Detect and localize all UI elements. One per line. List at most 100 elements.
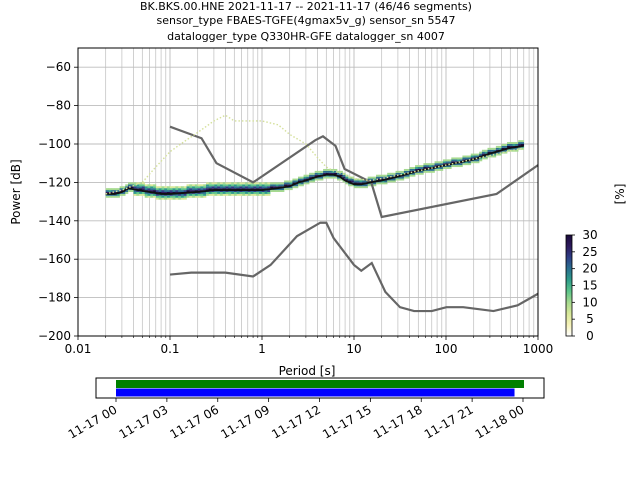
density-cell	[339, 170, 343, 173]
density-cell	[297, 178, 302, 181]
density-cell	[501, 151, 505, 154]
density-cell	[487, 149, 491, 152]
density-cell	[362, 186, 366, 189]
density-cell	[231, 188, 235, 191]
density-cell	[359, 182, 363, 185]
density-cell	[384, 174, 388, 177]
density-cell	[286, 188, 290, 191]
density-cell	[155, 190, 159, 192]
density-cell	[164, 186, 168, 189]
density-cell	[247, 184, 251, 187]
density-cell	[431, 163, 435, 166]
density-cell	[153, 184, 157, 187]
density-cell	[239, 188, 243, 191]
density-cell	[139, 192, 143, 194]
density-cell	[167, 195, 171, 198]
density-cell	[384, 182, 388, 185]
density-cell	[139, 186, 143, 189]
density-cell	[200, 195, 204, 198]
density-cell	[459, 165, 463, 168]
density-cell	[350, 184, 355, 187]
density-cell	[356, 186, 360, 189]
density-cell	[192, 193, 196, 196]
density-cell	[364, 180, 368, 183]
density-cell	[222, 184, 226, 187]
timeline-tick-label: 11-17 00	[66, 402, 120, 441]
density-cell	[362, 184, 366, 187]
density-cell	[158, 197, 162, 200]
density-cell	[479, 153, 483, 156]
density-cell	[518, 147, 522, 150]
density-cell	[306, 180, 310, 183]
density-cell	[175, 195, 179, 198]
density-cell	[153, 193, 157, 196]
density-cell	[258, 186, 263, 189]
density-cell	[395, 170, 399, 173]
density-cell	[258, 190, 263, 192]
density-cell	[320, 172, 324, 175]
density-cell	[498, 153, 502, 156]
density-cell	[473, 159, 477, 162]
density-cell	[233, 186, 237, 189]
density-cell	[172, 190, 176, 192]
density-cell	[214, 182, 218, 185]
density-cell	[261, 182, 265, 185]
density-cell	[423, 170, 427, 173]
density-cell	[161, 188, 165, 191]
density-cell	[507, 142, 511, 144]
density-cell	[504, 145, 508, 148]
density-cell	[331, 174, 335, 177]
colorbar-label: [%]	[613, 184, 627, 205]
density-cell	[284, 188, 288, 191]
density-cell	[423, 163, 427, 166]
density-cell	[175, 186, 179, 189]
density-cell	[387, 176, 391, 179]
density-cell	[389, 172, 394, 175]
density-cell	[328, 170, 332, 173]
density-cell	[323, 170, 327, 173]
density-cell	[348, 178, 352, 181]
density-cell	[442, 161, 447, 164]
colorbar-tick-label: 5	[586, 312, 594, 326]
density-cell	[189, 184, 193, 187]
density-cell	[203, 192, 207, 194]
density-cell	[465, 163, 469, 166]
density-cell	[345, 178, 349, 181]
density-cell	[239, 193, 243, 196]
density-cell	[178, 190, 182, 192]
density-cell	[178, 186, 182, 189]
density-cell	[426, 163, 430, 166]
density-cell	[270, 184, 274, 187]
density-cell	[295, 186, 299, 189]
density-cell	[314, 170, 318, 173]
density-cell	[236, 193, 240, 196]
density-cell	[155, 197, 159, 200]
density-cell	[267, 193, 271, 196]
density-cell	[200, 184, 204, 187]
density-cell	[306, 182, 310, 185]
density-cell	[297, 182, 302, 185]
density-cell	[470, 157, 474, 160]
density-cell	[311, 172, 316, 175]
timeline-frame	[95, 377, 545, 399]
density-cell	[412, 168, 416, 171]
density-cell	[406, 174, 410, 177]
density-cell	[242, 182, 246, 185]
y-tick-label: −180	[38, 291, 71, 305]
density-cell	[314, 174, 318, 177]
density-cell	[281, 190, 285, 192]
density-cell	[359, 184, 363, 187]
density-cell	[434, 163, 438, 166]
density-cell	[108, 193, 112, 196]
density-cell	[345, 182, 349, 185]
density-cell	[217, 184, 221, 187]
density-cell	[125, 186, 129, 189]
density-cell	[412, 172, 416, 175]
density-cell	[133, 192, 137, 194]
density-cell	[194, 190, 198, 192]
density-cell	[167, 193, 171, 196]
density-cell	[373, 184, 377, 187]
density-cell	[490, 155, 494, 158]
density-cell	[208, 192, 212, 194]
